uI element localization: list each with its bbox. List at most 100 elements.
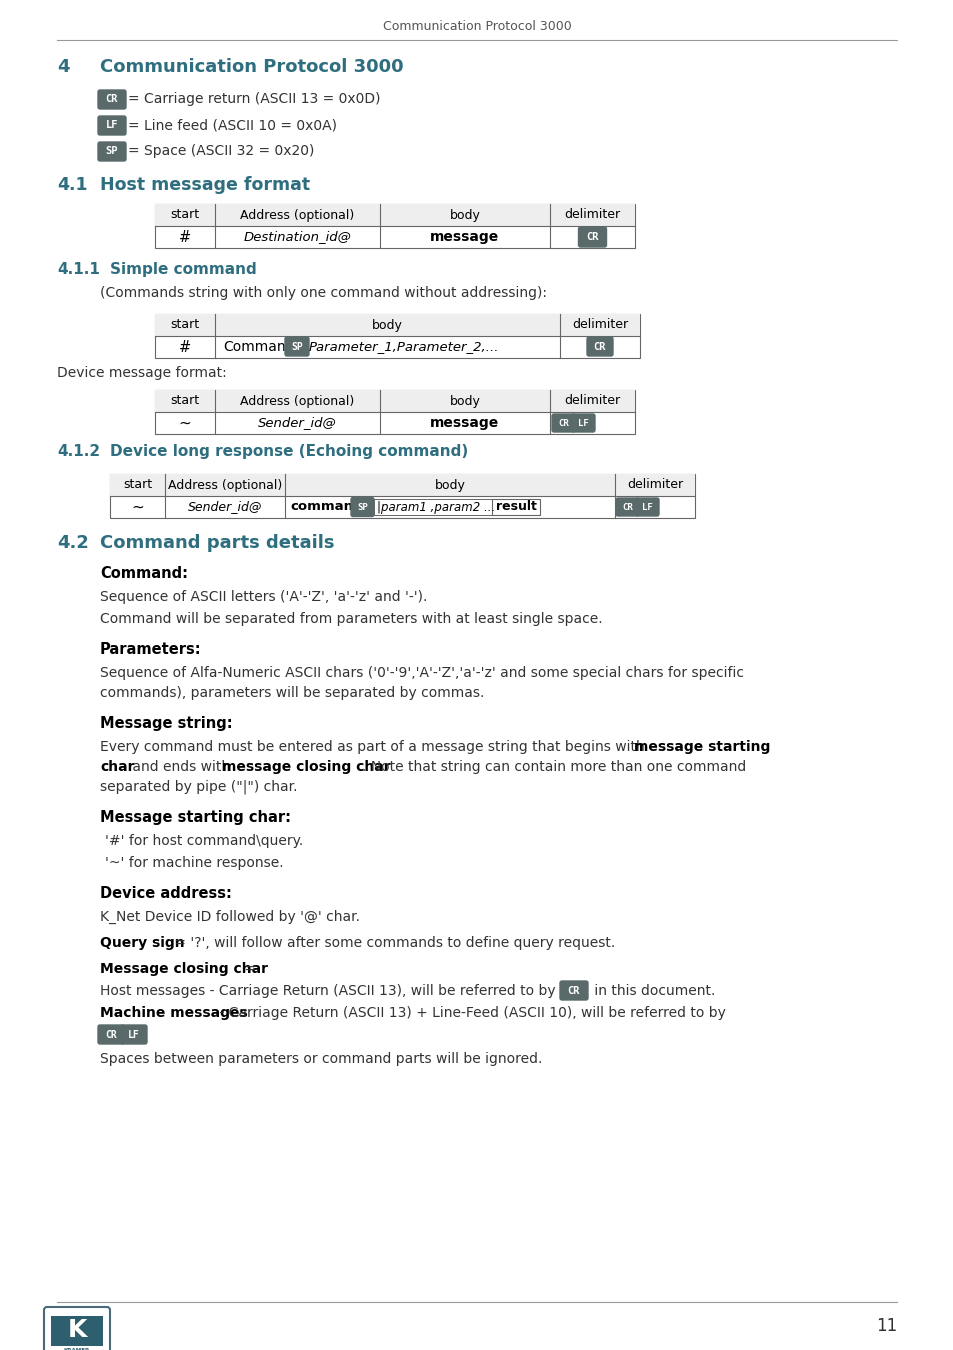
Text: start: start bbox=[171, 394, 199, 408]
Text: Device address:: Device address: bbox=[100, 886, 232, 900]
Text: '~' for machine response.: '~' for machine response. bbox=[105, 856, 283, 869]
Text: body: body bbox=[372, 319, 402, 332]
Text: Query sign: Query sign bbox=[100, 936, 185, 950]
FancyBboxPatch shape bbox=[586, 338, 613, 356]
Text: Command: Command bbox=[223, 340, 294, 354]
Text: - Carriage Return (ASCII 13) + Line-Feed (ASCII 10), will be referred to by: - Carriage Return (ASCII 13) + Line-Feed… bbox=[214, 1006, 725, 1021]
Bar bbox=[154, 315, 639, 336]
FancyBboxPatch shape bbox=[98, 116, 126, 135]
Text: CR: CR bbox=[621, 502, 632, 512]
Text: char: char bbox=[100, 760, 134, 774]
Text: message closing char: message closing char bbox=[222, 760, 390, 774]
FancyBboxPatch shape bbox=[98, 142, 126, 161]
Text: Spaces between parameters or command parts will be ignored.: Spaces between parameters or command par… bbox=[100, 1052, 542, 1066]
FancyBboxPatch shape bbox=[636, 498, 659, 516]
Text: Every command must be entered as part of a message string that begins with: Every command must be entered as part of… bbox=[100, 740, 648, 755]
Text: K_Net Device ID followed by '@' char.: K_Net Device ID followed by '@' char. bbox=[100, 910, 359, 925]
Text: = Space (ASCII 32 = 0x20): = Space (ASCII 32 = 0x20) bbox=[128, 144, 314, 158]
Bar bbox=[154, 315, 639, 358]
Bar bbox=[154, 204, 635, 248]
Text: Sender_id@: Sender_id@ bbox=[258, 417, 336, 429]
FancyBboxPatch shape bbox=[578, 227, 606, 247]
Text: in this document.: in this document. bbox=[589, 984, 715, 998]
Text: message starting: message starting bbox=[634, 740, 770, 755]
Bar bbox=[154, 390, 635, 433]
Text: delimiter: delimiter bbox=[626, 478, 682, 491]
Text: Address (optional): Address (optional) bbox=[240, 208, 355, 221]
Text: CR: CR bbox=[567, 986, 579, 995]
Text: result: result bbox=[495, 501, 536, 513]
Text: Message string:: Message string: bbox=[100, 716, 233, 730]
Text: #: # bbox=[178, 339, 191, 355]
FancyBboxPatch shape bbox=[98, 90, 126, 109]
Text: = '?', will follow after some commands to define query request.: = '?', will follow after some commands t… bbox=[170, 936, 615, 950]
FancyBboxPatch shape bbox=[121, 1025, 147, 1044]
Text: CR: CR bbox=[558, 418, 568, 428]
Text: CR: CR bbox=[586, 232, 598, 242]
Text: command: command bbox=[290, 501, 362, 513]
Bar bbox=[374, 500, 492, 514]
Text: Sender_id@: Sender_id@ bbox=[188, 501, 262, 513]
FancyBboxPatch shape bbox=[616, 498, 639, 516]
Text: #: # bbox=[178, 230, 191, 244]
Text: Address (optional): Address (optional) bbox=[168, 478, 282, 491]
Text: start: start bbox=[171, 319, 199, 332]
Text: delimiter: delimiter bbox=[564, 208, 619, 221]
FancyBboxPatch shape bbox=[572, 414, 595, 432]
FancyBboxPatch shape bbox=[559, 981, 587, 1000]
Text: separated by pipe ("|") char.: separated by pipe ("|") char. bbox=[100, 780, 297, 795]
Text: KRAMER: KRAMER bbox=[64, 1349, 90, 1350]
Text: Address (optional): Address (optional) bbox=[240, 394, 355, 408]
Bar bbox=[492, 500, 539, 514]
Text: 11: 11 bbox=[875, 1318, 896, 1335]
Text: 4.1: 4.1 bbox=[57, 176, 88, 194]
Text: Message starting char:: Message starting char: bbox=[100, 810, 291, 825]
Text: =: = bbox=[240, 963, 255, 976]
Text: message: message bbox=[430, 230, 499, 244]
Text: 4.1.1: 4.1.1 bbox=[57, 262, 100, 277]
Text: = Line feed (ASCII 10 = 0x0A): = Line feed (ASCII 10 = 0x0A) bbox=[128, 119, 336, 132]
Text: 4: 4 bbox=[57, 58, 70, 76]
Text: ~: ~ bbox=[178, 416, 192, 431]
Text: Communication Protocol 3000: Communication Protocol 3000 bbox=[382, 19, 571, 32]
Bar bbox=[154, 390, 635, 412]
Text: Device message format:: Device message format: bbox=[57, 366, 227, 379]
Text: K: K bbox=[68, 1318, 87, 1342]
FancyBboxPatch shape bbox=[351, 498, 374, 517]
Text: CR: CR bbox=[106, 95, 118, 104]
Text: LF: LF bbox=[106, 120, 118, 131]
Text: delimiter: delimiter bbox=[572, 319, 627, 332]
Text: |param1 ,param2 ...: |param1 ,param2 ... bbox=[376, 501, 495, 513]
Text: body: body bbox=[435, 478, 465, 491]
Text: SP: SP bbox=[356, 502, 368, 512]
Text: Host message format: Host message format bbox=[100, 176, 310, 194]
Bar bbox=[154, 204, 635, 225]
FancyBboxPatch shape bbox=[98, 1025, 124, 1044]
Text: start: start bbox=[171, 208, 199, 221]
Text: LF: LF bbox=[128, 1030, 140, 1040]
FancyBboxPatch shape bbox=[44, 1307, 110, 1350]
Text: CR: CR bbox=[105, 1030, 117, 1040]
Text: Parameter_1,Parameter_2,...: Parameter_1,Parameter_2,... bbox=[309, 340, 499, 354]
Bar bbox=[110, 474, 695, 518]
Text: Command will be separated from parameters with at least single space.: Command will be separated from parameter… bbox=[100, 612, 602, 626]
Text: Communication Protocol 3000: Communication Protocol 3000 bbox=[100, 58, 403, 76]
Text: SP: SP bbox=[106, 147, 118, 157]
Text: Device long response (Echoing command): Device long response (Echoing command) bbox=[110, 444, 468, 459]
Text: Command:: Command: bbox=[100, 566, 188, 580]
Text: 4.1.2: 4.1.2 bbox=[57, 444, 100, 459]
Text: CR: CR bbox=[593, 342, 605, 351]
Text: body: body bbox=[449, 208, 480, 221]
FancyBboxPatch shape bbox=[552, 414, 575, 432]
FancyBboxPatch shape bbox=[285, 338, 309, 356]
Text: . Note that string can contain more than one command: . Note that string can contain more than… bbox=[361, 760, 745, 774]
Text: body: body bbox=[449, 394, 480, 408]
Text: ~: ~ bbox=[131, 500, 144, 514]
Text: LF: LF bbox=[641, 502, 652, 512]
Text: Destination_id@: Destination_id@ bbox=[243, 231, 351, 243]
Text: Simple command: Simple command bbox=[110, 262, 256, 277]
Text: commands), parameters will be separated by commas.: commands), parameters will be separated … bbox=[100, 686, 484, 701]
Bar bbox=[110, 474, 695, 495]
Text: 4.2: 4.2 bbox=[57, 535, 89, 552]
Text: start: start bbox=[123, 478, 152, 491]
